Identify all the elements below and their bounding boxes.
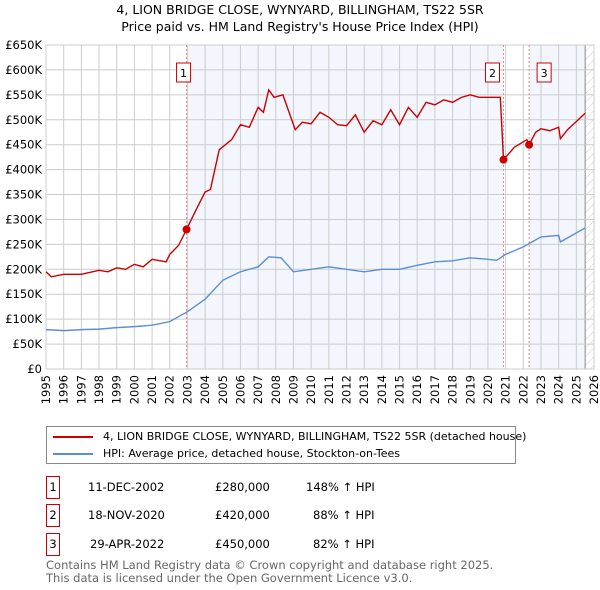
- x-tick-label: 2022: [516, 375, 530, 404]
- x-tick-label: 2013: [357, 375, 371, 404]
- shade-region: [529, 45, 586, 369]
- x-tick-label: 2025: [569, 375, 583, 404]
- sale-point: [182, 225, 191, 234]
- sale-number: 2: [46, 504, 60, 527]
- sale-point: [525, 140, 534, 149]
- x-tick-label: 2007: [251, 375, 265, 404]
- y-tick-label: £650K: [5, 38, 42, 52]
- y-tick-label: £50K: [13, 337, 43, 351]
- x-tick-label: 2023: [534, 375, 548, 404]
- x-tick-label: 2009: [286, 375, 300, 404]
- y-tick-label: £350K: [5, 188, 42, 202]
- sale-hpi: 88% ↑ HPI: [313, 508, 375, 522]
- property-price-line: [45, 88, 586, 278]
- x-tick-label: 1996: [57, 375, 71, 404]
- sale-label: 2: [489, 67, 496, 80]
- sale-price: £280,000: [215, 480, 270, 494]
- x-tick-label: 2016: [410, 375, 424, 404]
- x-tick-label: 2011: [322, 375, 336, 404]
- price-chart: 1 2 3 £0 £50K £100K £150K £200K £250K £300K £350K £…: [5, 38, 600, 404]
- x-tick-label: 2006: [233, 375, 247, 404]
- shade-region: [186, 45, 504, 369]
- x-tick-label: 2014: [375, 375, 389, 404]
- sale-date: 29-APR-2022: [90, 537, 165, 551]
- sale-row: 1 11-DEC-2002 £280,000 148% ↑ HPI: [46, 476, 600, 499]
- x-tick-label: 2018: [446, 375, 460, 404]
- x-tick-label: 2008: [269, 375, 283, 404]
- y-tick-label: £300K: [5, 212, 42, 226]
- legend: 4, LION BRIDGE CLOSE, WYNYARD, BILLINGHA…: [46, 426, 526, 464]
- y-tick-label: £150K: [5, 287, 42, 301]
- sale-label: 3: [541, 67, 548, 80]
- x-tick-label: 2020: [481, 375, 495, 404]
- sale-number: 1: [46, 476, 60, 499]
- x-tick-label: 2002: [163, 375, 177, 404]
- x-tick-label: 1995: [39, 375, 53, 404]
- x-tick-label: 1999: [110, 375, 124, 404]
- x-tick-label: 2001: [145, 375, 159, 404]
- y-tick-label: £500K: [5, 113, 42, 127]
- footer: Contains HM Land Registry data © Crown c…: [46, 559, 493, 585]
- y-tick-label: £550K: [5, 88, 42, 102]
- sale-hpi: 148% ↑ HPI: [306, 480, 375, 494]
- chart-subtitle: Price paid vs. HM Land Registry's House …: [121, 19, 479, 34]
- sale-date: 18-NOV-2020: [88, 508, 165, 522]
- sale-hpi: 82% ↑ HPI: [313, 537, 375, 551]
- sale-label: 1: [180, 67, 187, 80]
- sale-label-box: [484, 62, 500, 83]
- chart-title: 4, LION BRIDGE CLOSE, WYNYARD, BILLINGHA…: [116, 2, 484, 17]
- x-tick-label: 2024: [552, 375, 566, 404]
- legend-item-property: 4, LION BRIDGE CLOSE, WYNYARD, BILLINGHA…: [53, 430, 526, 443]
- sale-row: 2 18-NOV-2020 £420,000 88% ↑ HPI: [46, 504, 600, 527]
- sale-label-box: [536, 62, 552, 83]
- legend-item-hpi: HPI: Average price, detached house, Stoc…: [53, 447, 400, 460]
- x-tick-label: 1998: [92, 375, 106, 404]
- x-tick-label: 2026: [587, 375, 600, 404]
- y-tick-label: £600K: [5, 63, 42, 77]
- x-tick-label: 2017: [428, 375, 442, 404]
- sale-row: 3 29-APR-2022 £450,000 82% ↑ HPI: [46, 533, 600, 556]
- y-tick-label: £100K: [5, 312, 42, 326]
- x-tick-label: 2004: [198, 375, 212, 404]
- y-tick-label: £200K: [5, 262, 42, 276]
- x-tick-label: 2019: [463, 375, 477, 404]
- sale-price: £420,000: [215, 508, 270, 522]
- x-tick-label: 2021: [499, 375, 513, 404]
- footer-licence: This data is licensed under the Open Gov…: [46, 571, 413, 585]
- y-tick-label: £400K: [5, 163, 42, 177]
- sale-point: [499, 155, 508, 164]
- hpi-line: [45, 227, 586, 332]
- y-tick-label: £450K: [5, 138, 42, 152]
- y-tick-label: £0: [27, 362, 42, 376]
- legend-label: 4, LION BRIDGE CLOSE, WYNYARD, BILLINGHA…: [103, 430, 527, 443]
- plot-border: [45, 44, 595, 370]
- y-tick-label: £250K: [5, 237, 42, 251]
- x-tick-label: 2000: [127, 375, 141, 404]
- sale-number: 3: [46, 533, 60, 556]
- x-tick-label: 2005: [216, 375, 230, 404]
- forecast-hatch: [585, 45, 594, 369]
- legend-label: HPI: Average price, detached house, Stoc…: [103, 447, 401, 460]
- sale-date: 11-DEC-2002: [88, 480, 165, 494]
- x-tick-label: 2010: [304, 375, 318, 404]
- footer-copyright: Contains HM Land Registry data © Crown c…: [46, 558, 494, 572]
- x-tick-label: 2012: [340, 375, 354, 404]
- x-tick-label: 1997: [74, 375, 88, 404]
- x-tick-label: 2003: [180, 375, 194, 404]
- x-tick-label: 2015: [393, 375, 407, 404]
- sale-price: £450,000: [215, 537, 270, 551]
- sale-label-box: [176, 62, 192, 83]
